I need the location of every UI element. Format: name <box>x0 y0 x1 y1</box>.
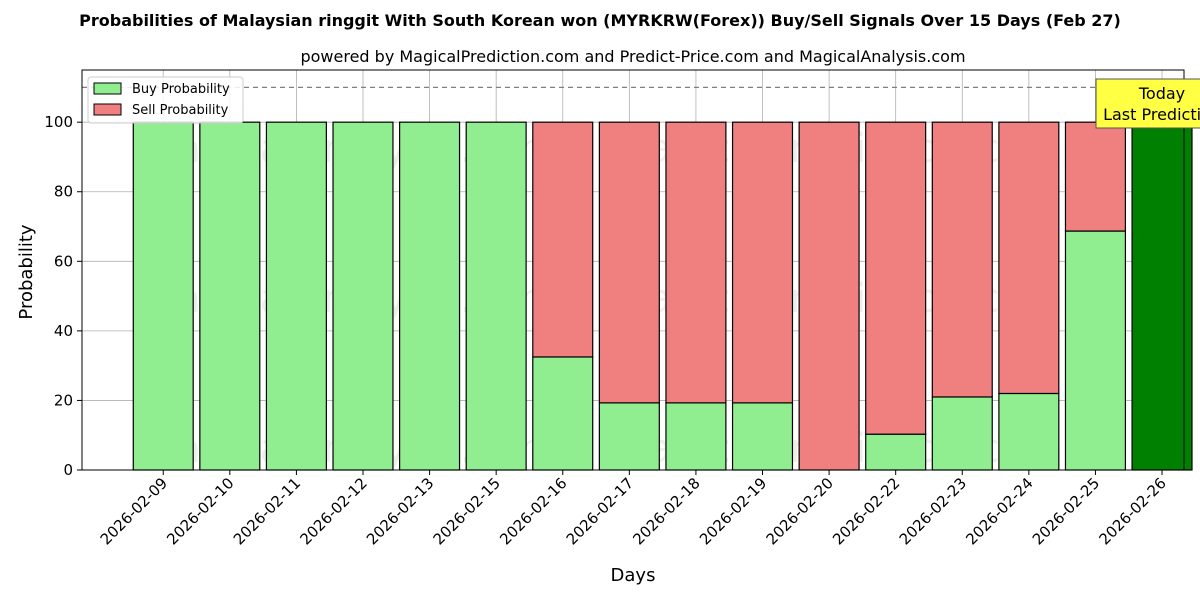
x-tick-label: 2026-02-17 <box>563 474 637 548</box>
bar-sell <box>598 121 660 404</box>
x-tick-label: 2026-02-16 <box>496 474 570 548</box>
bar-buy <box>265 121 327 471</box>
chart-subtitle: powered by MagicalPrediction.com and Pre… <box>300 47 965 66</box>
x-tick-label: 2026-02-11 <box>230 474 304 548</box>
bar-sell <box>931 121 993 398</box>
plot-frame <box>81 69 1185 471</box>
bar-sell <box>998 121 1060 395</box>
bar-buy <box>199 121 261 471</box>
bar-buy <box>998 392 1060 471</box>
bar-buy <box>532 356 594 471</box>
x-tick-label: 2026-02-19 <box>696 474 770 548</box>
legend-box <box>87 76 244 124</box>
bar-buy <box>1064 230 1127 471</box>
today-annotation-line2: Last Prediction <box>1103 105 1200 124</box>
x-tick-label: 2026-02-13 <box>363 474 437 548</box>
y-tick-label: 0 <box>63 461 73 479</box>
x-tick-label: 2026-02-24 <box>962 474 1036 548</box>
bar-sell <box>865 121 927 435</box>
bar-sell <box>1064 121 1127 232</box>
bar-buy <box>598 402 660 471</box>
bar-sell <box>798 121 860 471</box>
legend-swatch <box>93 82 122 95</box>
x-tick-label: 2026-02-09 <box>97 474 171 548</box>
x-tick-label: 2026-02-12 <box>296 474 370 548</box>
y-tick-label: 20 <box>54 391 73 409</box>
y-tick-label: 100 <box>44 113 73 131</box>
bar-buy <box>731 402 794 471</box>
y-tick-label: 40 <box>54 322 73 340</box>
bar-buy <box>865 433 927 471</box>
y-axis-label: Probability <box>16 224 37 319</box>
x-tick-label: 2026-02-15 <box>430 474 504 548</box>
y-tick-label: 80 <box>54 183 73 201</box>
bar-buy <box>332 121 394 471</box>
bar-sell <box>532 121 594 358</box>
legend-label: Sell Probability <box>132 103 229 118</box>
chart-title: Probabilities of Malaysian ringgit With … <box>79 11 1121 30</box>
x-tick-label: 2026-02-23 <box>896 474 970 548</box>
plot-area: MagicalAnalysis.comMagicalPrediction.com… <box>44 69 1200 548</box>
x-tick-label: 2026-02-22 <box>829 474 903 548</box>
y-tick-label: 60 <box>54 252 73 270</box>
x-tick-label: 2026-02-26 <box>1095 474 1169 548</box>
x-axis-label: Days <box>611 565 656 586</box>
bar-sell <box>665 121 727 404</box>
today-annotation-line1: Today <box>1138 84 1185 103</box>
x-tick-label: 2026-02-25 <box>1029 474 1103 548</box>
bar-buy <box>399 121 461 471</box>
x-tick-label: 2026-02-18 <box>629 474 703 548</box>
legend-swatch <box>93 103 122 116</box>
legend-label: Buy Probability <box>132 82 230 97</box>
bar-sell <box>731 121 794 404</box>
bar-buy <box>931 396 993 471</box>
bar-buy <box>132 121 194 471</box>
bar-buy <box>1131 121 1193 471</box>
bar-buy <box>665 402 727 471</box>
x-tick-label: 2026-02-20 <box>763 474 837 548</box>
today-annotation-box <box>1095 78 1200 129</box>
bar-buy <box>465 121 527 471</box>
x-tick-label: 2026-02-10 <box>163 474 237 548</box>
